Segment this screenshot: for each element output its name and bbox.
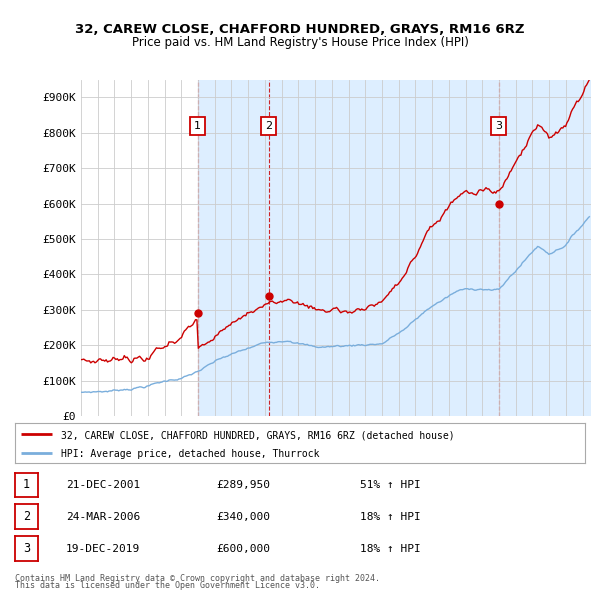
Bar	[269, 80, 499, 416]
Text: This data is licensed under the Open Government Licence v3.0.: This data is licensed under the Open Gov…	[15, 581, 320, 590]
Text: 18% ↑ HPI: 18% ↑ HPI	[360, 544, 421, 553]
Text: 1: 1	[23, 478, 30, 491]
Text: £289,950: £289,950	[216, 480, 270, 490]
Text: Contains HM Land Registry data © Crown copyright and database right 2024.: Contains HM Land Registry data © Crown c…	[15, 573, 380, 583]
Text: 24-MAR-2006: 24-MAR-2006	[66, 512, 140, 522]
Text: 1: 1	[194, 121, 201, 130]
Text: 3: 3	[23, 542, 30, 555]
Text: £340,000: £340,000	[216, 512, 270, 522]
Text: 32, CAREW CLOSE, CHAFFORD HUNDRED, GRAYS, RM16 6RZ: 32, CAREW CLOSE, CHAFFORD HUNDRED, GRAYS…	[75, 23, 525, 36]
Text: 32, CAREW CLOSE, CHAFFORD HUNDRED, GRAYS, RM16 6RZ (detached house): 32, CAREW CLOSE, CHAFFORD HUNDRED, GRAYS…	[61, 430, 454, 440]
Text: 2: 2	[23, 510, 30, 523]
Text: 3: 3	[495, 121, 502, 130]
Bar	[499, 80, 591, 416]
Text: £600,000: £600,000	[216, 544, 270, 553]
Text: 19-DEC-2019: 19-DEC-2019	[66, 544, 140, 553]
Text: 51% ↑ HPI: 51% ↑ HPI	[360, 480, 421, 490]
Text: Price paid vs. HM Land Registry's House Price Index (HPI): Price paid vs. HM Land Registry's House …	[131, 36, 469, 49]
Text: 21-DEC-2001: 21-DEC-2001	[66, 480, 140, 490]
Text: 2: 2	[265, 121, 272, 130]
Bar	[197, 80, 269, 416]
Text: 18% ↑ HPI: 18% ↑ HPI	[360, 512, 421, 522]
Text: HPI: Average price, detached house, Thurrock: HPI: Average price, detached house, Thur…	[61, 449, 319, 459]
